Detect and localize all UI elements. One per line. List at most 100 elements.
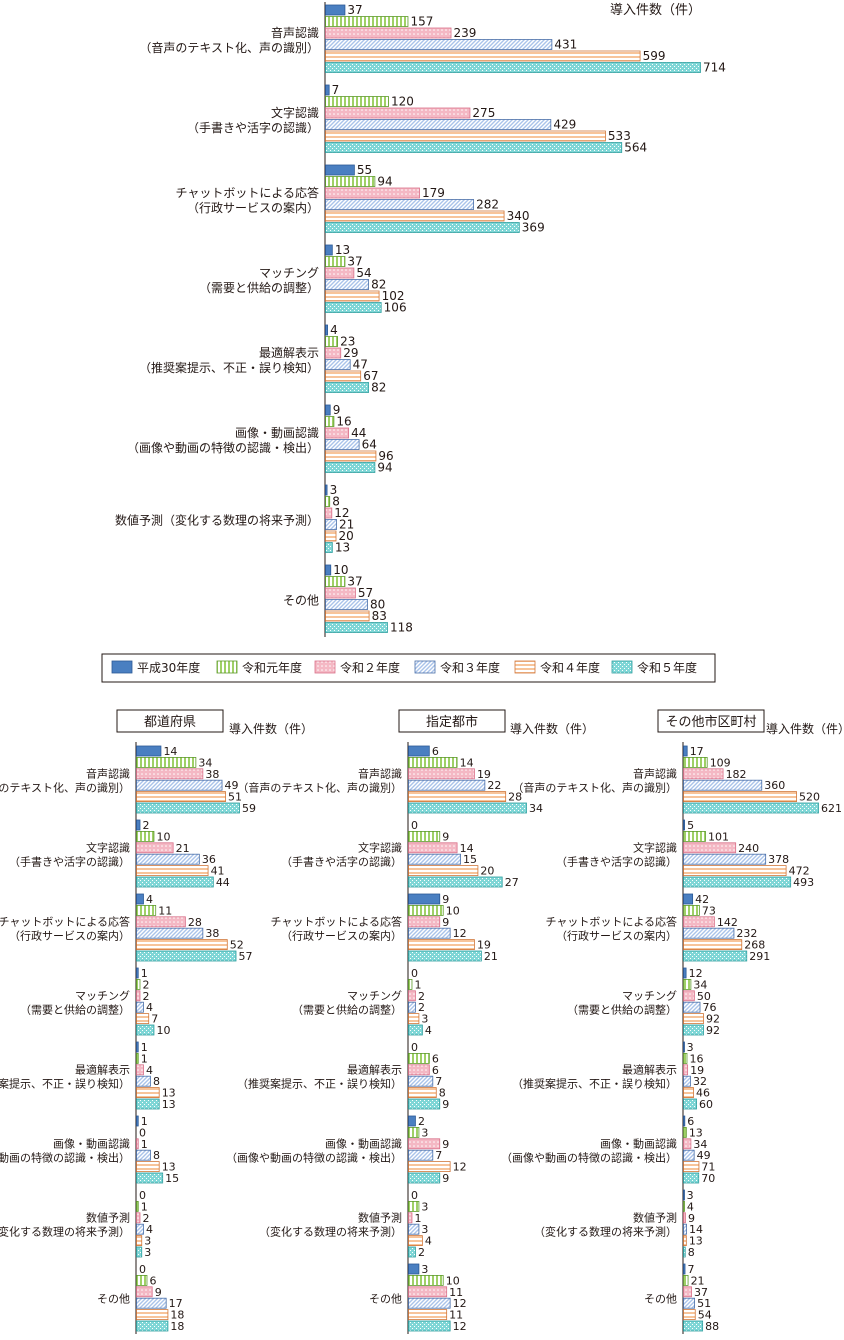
category-label: 数値予測: [86, 1211, 130, 1225]
bar: [683, 768, 724, 780]
bar-value-label: 38: [205, 768, 219, 781]
bar-value-label: 1: [141, 1041, 148, 1054]
bar: [325, 519, 337, 530]
bar: [136, 1246, 143, 1258]
bar: [136, 842, 174, 854]
bar-value-label: 6: [687, 1115, 694, 1128]
bar: [325, 176, 376, 187]
bar: [325, 542, 333, 553]
bar: [683, 893, 694, 905]
bar: [325, 599, 368, 610]
bar: [325, 107, 471, 119]
bar: [683, 1212, 686, 1224]
category-label: 文字認識: [633, 841, 677, 855]
bar: [683, 1087, 694, 1098]
bar: [136, 831, 155, 842]
bar-value-label: 239: [454, 26, 477, 40]
bar: [683, 1053, 688, 1064]
bar: [136, 768, 204, 780]
bar-value-label: 15: [463, 853, 477, 866]
bar: [325, 370, 362, 382]
bar-value-label: 472: [789, 865, 810, 878]
bar: [325, 610, 370, 622]
bar-value-label: 9: [688, 1212, 695, 1225]
bar: [683, 1297, 695, 1309]
main-chart-all-entities: 導入件数（件）音声認識（音声のテキスト化、声の識別）37157239431599…: [115, 2, 726, 637]
bar: [136, 853, 200, 865]
category-label: マッチング: [75, 989, 130, 1003]
bar-value-label: 73: [702, 904, 716, 917]
category-label: その他: [283, 594, 319, 608]
category-label: （行政サービスの案内）: [9, 929, 130, 943]
bar: [683, 1098, 697, 1110]
bar: [325, 164, 355, 176]
category-label: （推奨案提示、不正・誤り検知）: [512, 1077, 677, 1091]
bar-value-label: 182: [726, 768, 747, 781]
bar: [325, 62, 701, 73]
bar-value-label: 44: [351, 426, 366, 440]
bar: [325, 256, 346, 267]
bar: [325, 359, 351, 370]
bar: [136, 1115, 139, 1127]
bar-value-label: 20: [480, 865, 494, 878]
category-label: 画像・動画認識: [325, 1137, 402, 1151]
bar: [683, 927, 735, 939]
bar: [136, 967, 139, 979]
bar-value-label: 101: [708, 830, 729, 843]
bar-value-label: 21: [339, 518, 354, 532]
bar: [683, 1024, 704, 1036]
bar-value-label: 9: [333, 403, 341, 417]
bar: [136, 1053, 139, 1064]
bar-value-label: 6: [149, 1274, 156, 1287]
legend-swatch: [111, 660, 133, 674]
bar-value-label: 0: [411, 1189, 418, 1202]
bar-value-label: 2: [142, 978, 149, 991]
category-label: （行政サービスの案内）: [281, 929, 402, 943]
bar: [136, 1223, 144, 1235]
bar: [408, 768, 475, 780]
category-label: （手書きや活字の認識）: [281, 855, 402, 869]
bar-value-label: 11: [449, 1286, 463, 1299]
bar: [325, 187, 420, 199]
bar: [408, 1087, 437, 1098]
bar: [408, 1161, 451, 1172]
category-label: 数値予測: [633, 1211, 677, 1225]
bar-value-label: 44: [216, 876, 230, 889]
bar-value-label: 429: [553, 118, 576, 132]
bar-value-label: 21: [691, 1274, 705, 1287]
bar-value-label: 621: [821, 802, 842, 815]
category-label: 数値予測: [358, 1211, 402, 1225]
bar-value-label: 9: [442, 1172, 449, 1185]
bar: [136, 1098, 160, 1110]
bar: [136, 1001, 144, 1013]
bar-value-label: 18: [170, 1320, 184, 1333]
bar-value-label: 369: [522, 221, 545, 235]
bar: [325, 210, 505, 222]
bar-value-label: 13: [162, 1161, 176, 1174]
bar-value-label: 29: [343, 346, 358, 360]
bar: [683, 1115, 686, 1127]
category-label: （音声のテキスト化、声の識別）: [0, 781, 130, 795]
bar-value-label: 19: [477, 768, 491, 781]
bar-value-label: 60: [699, 1098, 713, 1111]
bar-value-label: 2: [418, 1115, 425, 1128]
bar-value-label: 49: [697, 1149, 711, 1162]
bar-value-label: 564: [624, 141, 647, 155]
bar: [683, 831, 706, 842]
bar-value-label: 22: [487, 779, 501, 792]
category-label: （推奨案提示、不正・誤り検知）: [139, 360, 319, 375]
bar-value-label: 7: [688, 1263, 695, 1276]
bar: [325, 622, 388, 633]
bar: [408, 990, 416, 1002]
category-label: その他: [369, 1293, 402, 1306]
bar: [325, 427, 350, 439]
bar-value-label: 12: [453, 1320, 467, 1333]
bar: [325, 507, 333, 519]
bar: [408, 779, 486, 791]
bar: [683, 1286, 692, 1298]
bar-value-label: 1: [141, 1138, 148, 1151]
category-label: 音声認識: [358, 767, 402, 781]
bar-value-label: 0: [139, 1263, 146, 1276]
bar-value-label: 12: [334, 506, 349, 520]
bar: [683, 905, 700, 916]
